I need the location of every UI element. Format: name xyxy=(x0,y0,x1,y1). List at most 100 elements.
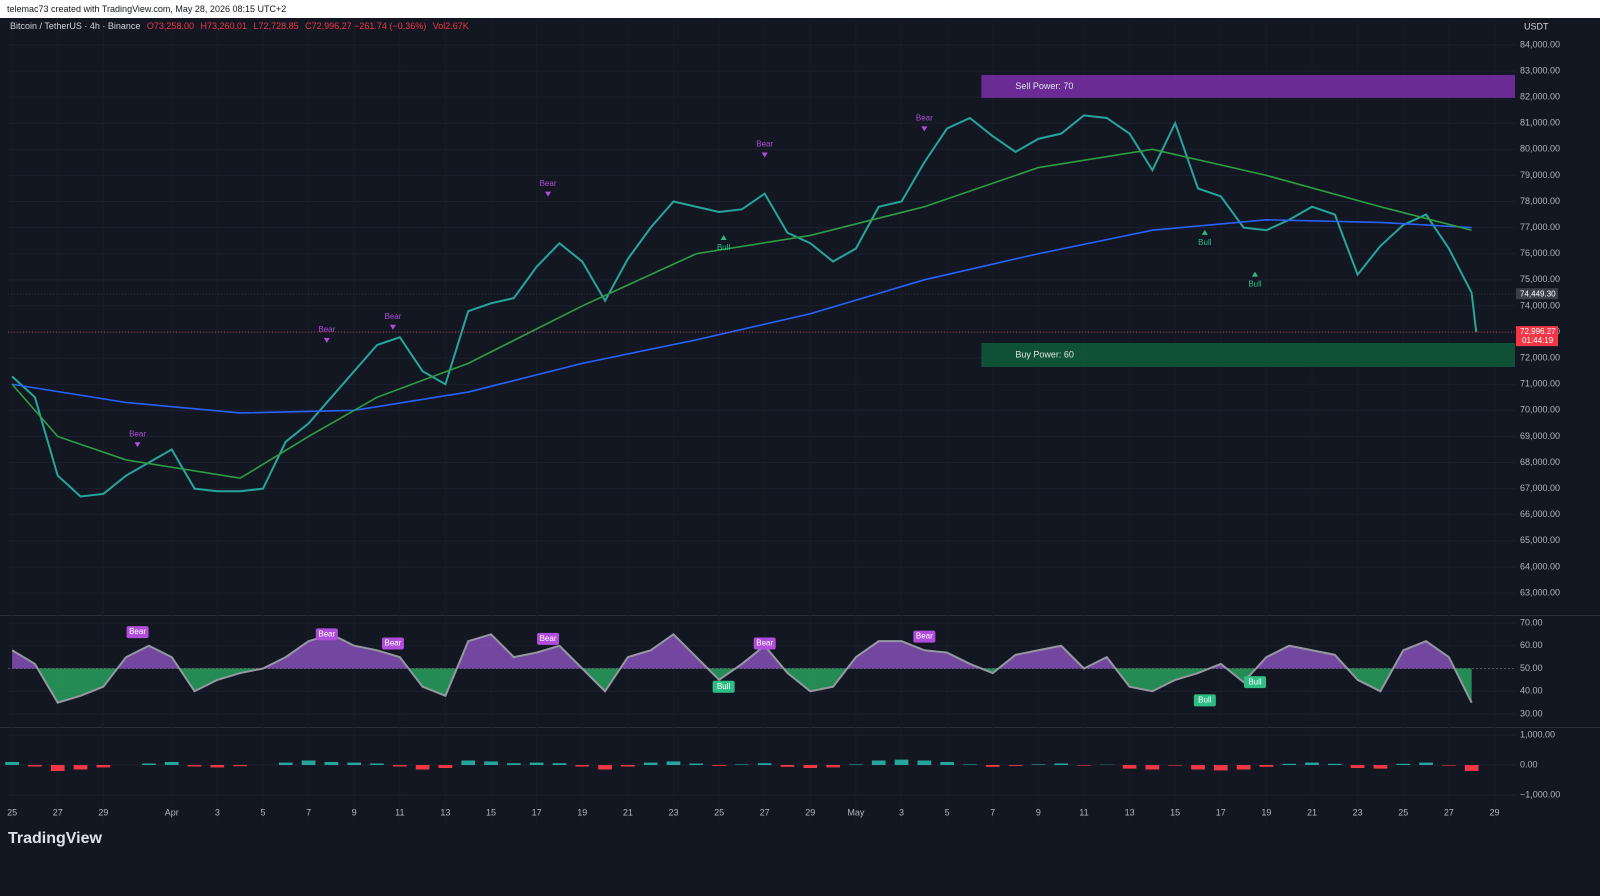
x-tick-label: 15 xyxy=(486,807,496,817)
signal-arrow xyxy=(135,442,141,447)
signal-arrow xyxy=(762,153,768,158)
y-tick-label: 50.00 xyxy=(1520,663,1543,673)
x-tick-label: 25 xyxy=(7,807,17,817)
histogram-bar xyxy=(895,760,909,765)
y-tick-label: 66,000.00 xyxy=(1520,509,1560,519)
y-tick-label: 79,000.00 xyxy=(1520,170,1560,180)
x-tick-label: 13 xyxy=(1125,807,1135,817)
histogram-bar xyxy=(279,763,293,765)
y-tick-label: 68,000.00 xyxy=(1520,457,1560,467)
histogram-bar xyxy=(28,765,42,766)
signal-label: Bull xyxy=(1198,695,1212,704)
y-tick-label: 77,000.00 xyxy=(1520,222,1560,232)
signal-label: Bear xyxy=(540,634,557,643)
x-tick-label: 19 xyxy=(577,807,587,817)
histogram-bar xyxy=(1419,763,1433,765)
histogram-bar xyxy=(940,762,954,765)
histogram-bar xyxy=(1009,765,1023,766)
signal-label: Bear xyxy=(916,114,933,123)
signal-label: Bull xyxy=(717,243,731,252)
currency: USDT xyxy=(1524,21,1549,31)
x-tick-label: 9 xyxy=(352,807,357,817)
histogram-bar xyxy=(1260,765,1274,767)
x-tick-label: Apr xyxy=(165,807,179,817)
y-tick-label: 82,000.00 xyxy=(1520,91,1560,101)
x-tick-label: 3 xyxy=(215,807,220,817)
histogram-bar xyxy=(1168,765,1182,766)
signal-arrow xyxy=(390,325,396,330)
x-tick-label: 29 xyxy=(98,807,108,817)
histogram-bar xyxy=(781,765,795,767)
histogram-bar xyxy=(1374,765,1388,769)
histogram-bar xyxy=(803,765,817,768)
histogram-bar xyxy=(872,761,886,765)
histogram-bar xyxy=(51,765,65,771)
histogram-bar xyxy=(1054,764,1068,765)
x-tick-label: 23 xyxy=(1353,807,1363,817)
signal-arrow xyxy=(324,338,330,343)
pane-separator xyxy=(0,727,1600,728)
histogram-bar xyxy=(530,763,544,765)
histogram-bar xyxy=(963,764,977,765)
zone-label: Buy Power: 60 xyxy=(1015,349,1074,359)
histogram-bar xyxy=(1123,765,1137,769)
x-tick-label: 9 xyxy=(1036,807,1041,817)
histogram-bar xyxy=(325,762,339,765)
x-tick-label: 23 xyxy=(668,807,678,817)
signal-arrow xyxy=(921,126,927,131)
y-tick-label: 70,000.00 xyxy=(1520,405,1560,415)
histogram-bar xyxy=(758,763,772,765)
histogram-bar xyxy=(1396,764,1410,765)
histogram-bar xyxy=(644,763,658,765)
signal-label: Bear xyxy=(318,629,335,638)
credit: telemac73 created with TradingView.com, … xyxy=(0,0,1600,18)
histogram-bar xyxy=(1032,764,1046,765)
volume: Vol2.67K xyxy=(433,21,469,31)
signal-label: Bear xyxy=(916,632,933,641)
histogram-bar xyxy=(393,765,407,766)
x-tick-label: 29 xyxy=(805,807,815,817)
histogram-bar xyxy=(1351,765,1365,768)
signal-label: Bull xyxy=(1248,280,1262,289)
chart: USDT63,000.0064,000.0065,000.0066,000.00… xyxy=(0,18,1600,896)
countdown: 01:44:19 xyxy=(1522,336,1554,345)
histogram-bar xyxy=(74,765,88,769)
signal-label: Bear xyxy=(756,140,773,149)
y-tick-label: 81,000.00 xyxy=(1520,118,1560,128)
x-tick-label: 7 xyxy=(990,807,995,817)
low: L72,728.85 xyxy=(254,21,299,31)
y-tick-label: 65,000.00 xyxy=(1520,535,1560,545)
histogram-bar xyxy=(1328,764,1342,765)
price-tag-label: 72,996.27 xyxy=(1520,327,1556,336)
price-tag-label: 74,449.30 xyxy=(1520,289,1556,298)
y-tick-label: 83,000.00 xyxy=(1520,65,1560,75)
y-tick-label: 80,000.00 xyxy=(1520,144,1560,154)
x-tick-label: 21 xyxy=(1307,807,1317,817)
y-tick-label: 69,000.00 xyxy=(1520,431,1560,441)
histogram-bar xyxy=(712,765,726,766)
histogram-bar xyxy=(667,761,681,765)
histogram-bar xyxy=(849,764,863,765)
y-tick-label: 72,000.00 xyxy=(1520,353,1560,363)
y-tick-label: 67,000.00 xyxy=(1520,483,1560,493)
y-tick-label: 75,000.00 xyxy=(1520,274,1560,284)
histogram-bar xyxy=(370,764,384,765)
pane-separator xyxy=(0,615,1600,616)
logo: TradingView xyxy=(8,830,102,848)
x-tick-label: 15 xyxy=(1170,807,1180,817)
signal-label: Bear xyxy=(540,179,557,188)
y-tick-label: 64,000.00 xyxy=(1520,561,1560,571)
histogram-bar xyxy=(598,765,612,769)
signal-label: Bear xyxy=(129,627,146,636)
x-tick-label: 29 xyxy=(1489,807,1499,817)
histogram-bar xyxy=(507,763,521,765)
high: H73,260.01 xyxy=(200,21,247,31)
histogram-bar xyxy=(461,761,475,765)
histogram-bar xyxy=(553,763,567,765)
histogram-bar xyxy=(5,762,19,765)
histogram-bar xyxy=(233,765,247,766)
signal-arrow xyxy=(1252,272,1258,277)
x-tick-label: 5 xyxy=(945,807,950,817)
histogram-bar xyxy=(1305,763,1319,765)
histogram-bar xyxy=(1214,765,1228,770)
